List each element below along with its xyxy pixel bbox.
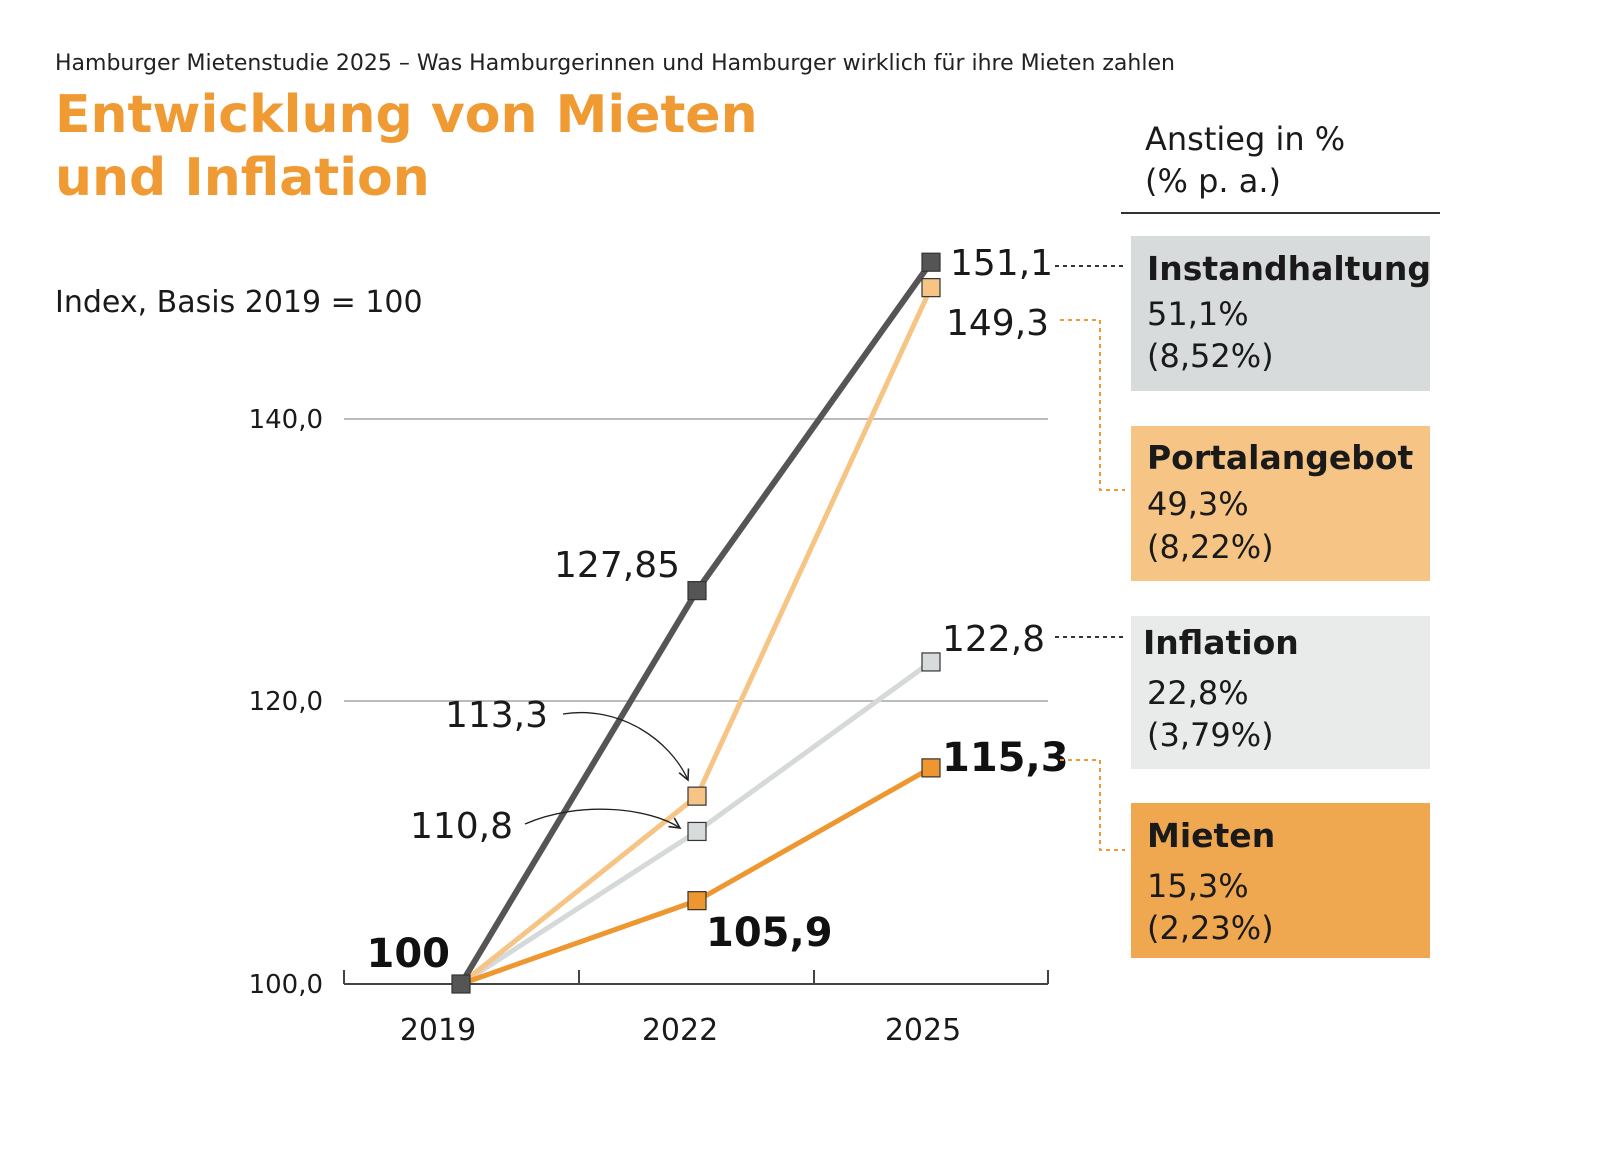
label-portalangebot-2022: 113,3 (445, 695, 548, 736)
leader-mieten (1060, 759, 1125, 851)
legend-annual: (2,23%) (1147, 909, 1274, 947)
series-line-portalangebot (459, 286, 934, 986)
legend-increase: 49,3% (1147, 485, 1249, 523)
leader-portalangebot (1060, 319, 1125, 491)
arrow-113-3 (562, 712, 688, 780)
x-tick-2025: 2025 (885, 1013, 961, 1048)
marker-portalangebot-2025 (921, 278, 941, 298)
legend-name: Instandhaltung (1147, 249, 1431, 288)
marker-instandhaltung-2025 (921, 252, 941, 272)
marker-inflation-2022 (687, 821, 707, 842)
label-instandhaltung-2022: 127,85 (554, 545, 680, 586)
x-tick-2022: 2022 (642, 1013, 718, 1048)
legend-increase: 15,3% (1147, 867, 1249, 905)
legend-increase: 22,8% (1147, 674, 1249, 712)
subtitle: Hamburger Mietenstudie 2025 – Was Hambur… (55, 51, 1175, 76)
y-axis-label: Index, Basis 2019 = 100 (55, 285, 423, 320)
series-group (458, 260, 934, 987)
marker-mieten-2025 (921, 758, 941, 778)
label-mieten-2022: 105,9 (706, 910, 833, 956)
label-inflation-2025: 122,8 (942, 619, 1045, 660)
legend-name: Portalangebot (1147, 438, 1414, 477)
legend-annual: (8,22%) (1147, 528, 1274, 566)
arrow-110-8 (524, 808, 680, 828)
marker-mieten-2022 (687, 891, 707, 911)
y-tick-140: 140,0 (249, 405, 323, 435)
title-line-2: und Inflation (55, 148, 430, 208)
legend-annual: (3,79%) (1147, 716, 1274, 754)
y-tick-100: 100,0 (249, 970, 323, 1000)
legend-box-bg (1131, 616, 1430, 769)
marker-portalangebot-2022 (687, 786, 707, 806)
legend-increase: 51,1% (1147, 295, 1249, 333)
series-line-instandhaltung (458, 260, 934, 986)
legend-box-instandhaltung: Instandhaltung 51,1% (8,52%) (1131, 236, 1431, 391)
label-instandhaltung-2025: 151,1 (950, 243, 1053, 284)
x-tick-2019: 2019 (400, 1013, 476, 1048)
legend-box-bg (1131, 426, 1430, 581)
legend-annual: (8,52%) (1147, 337, 1274, 375)
label-portalangebot-2025: 149,3 (946, 303, 1049, 344)
legend-header-line2: (% p. a.) (1145, 162, 1281, 200)
legend-box-bg (1131, 236, 1430, 391)
legend-box-bg (1131, 803, 1430, 958)
legend-header-line1: Anstieg in % (1145, 120, 1345, 158)
markers-group (451, 252, 941, 994)
legend-name: Mieten (1147, 816, 1275, 855)
label-inflation-2022: 110,8 (410, 806, 513, 847)
label-mieten-2025: 115,3 (942, 735, 1069, 781)
legend-box-mieten: Mieten 15,3% (2,23%) (1131, 803, 1430, 958)
legend-name: Inflation (1143, 623, 1299, 662)
legend-box-inflation: Inflation 22,8% (3,79%) (1131, 616, 1430, 769)
marker-instandhaltung-2022 (687, 581, 707, 601)
y-tick-120: 120,0 (249, 687, 323, 717)
title-line-1: Entwicklung von Mieten (55, 85, 758, 145)
marker-instandhaltung-2019 (451, 974, 471, 994)
start-label: 100 (367, 931, 451, 977)
leader-lines (1055, 265, 1125, 851)
marker-inflation-2025 (921, 652, 941, 672)
grid (344, 418, 1048, 702)
legend-box-portalangebot: Portalangebot 49,3% (8,22%) (1131, 426, 1430, 581)
